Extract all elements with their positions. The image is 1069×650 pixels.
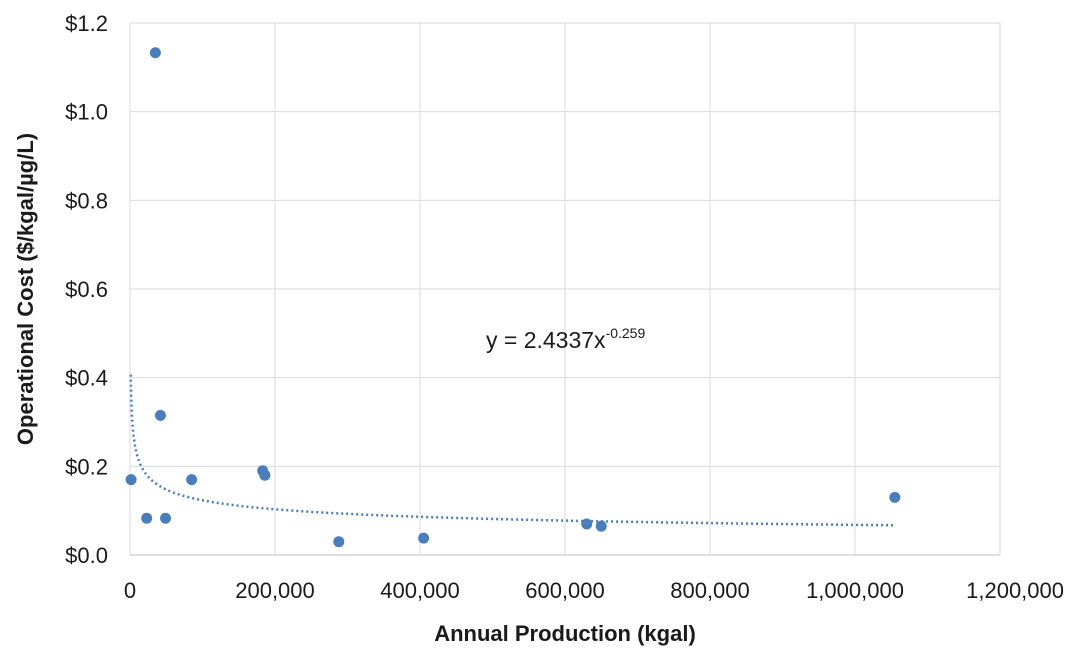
y-tick-label: $0.6 [65,277,108,302]
y-tick-label: $1.2 [65,11,108,36]
data-point [154,409,166,421]
x-tick-label: 1,200,000 [966,578,1064,603]
data-point [333,536,345,548]
power-trendline [129,374,895,527]
trendline-equation: y = 2.4337x-0.259 [486,325,645,353]
data-point [595,520,607,532]
x-tick-label: 400,000 [380,578,460,603]
y-tick-label: $0.2 [65,454,108,479]
data-point [581,518,593,530]
y-tick-label: $0.8 [65,188,108,213]
data-point [259,469,271,481]
data-point [186,474,198,486]
data-point [141,512,153,524]
axes [129,23,1000,556]
y-tick-label: $0.0 [65,543,108,568]
data-point [149,47,161,59]
trendline-equation-base: y = 2.4337x [486,327,606,353]
x-tick-label: 600,000 [525,578,605,603]
data-points [125,47,901,548]
y-axis-title: Operational Cost ($/kgal/µg/L) [13,133,38,445]
x-tick-label: 1,000,000 [806,578,904,603]
data-point [418,532,430,544]
x-tick-label: 200,000 [235,578,315,603]
data-point [160,512,172,524]
y-tick-label: $1.0 [65,100,108,125]
x-tick-label: 800,000 [670,578,750,603]
data-point [125,474,137,486]
y-tick-label: $0.4 [65,366,108,391]
x-axis-title: Annual Production (kgal) [434,621,696,646]
trendline-equation-exponent: -0.259 [606,325,646,341]
x-tick-label: 0 [124,578,136,603]
data-point [889,491,901,503]
tick-labels: $0.0 $0.2 $0.4 $0.6 $0.8 $1.0 $1.2 0 200,000 400,… [65,11,1064,603]
gridlines [130,22,1001,555]
